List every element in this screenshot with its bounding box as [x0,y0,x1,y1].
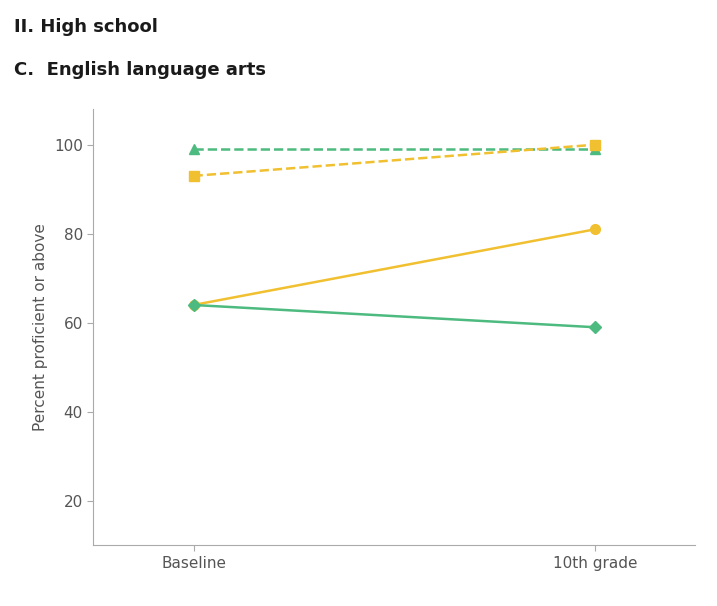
Text: II. High school: II. High school [14,18,158,36]
Text: C.  English language arts: C. English language arts [14,61,266,79]
Y-axis label: Percent proficient or above: Percent proficient or above [34,223,48,431]
